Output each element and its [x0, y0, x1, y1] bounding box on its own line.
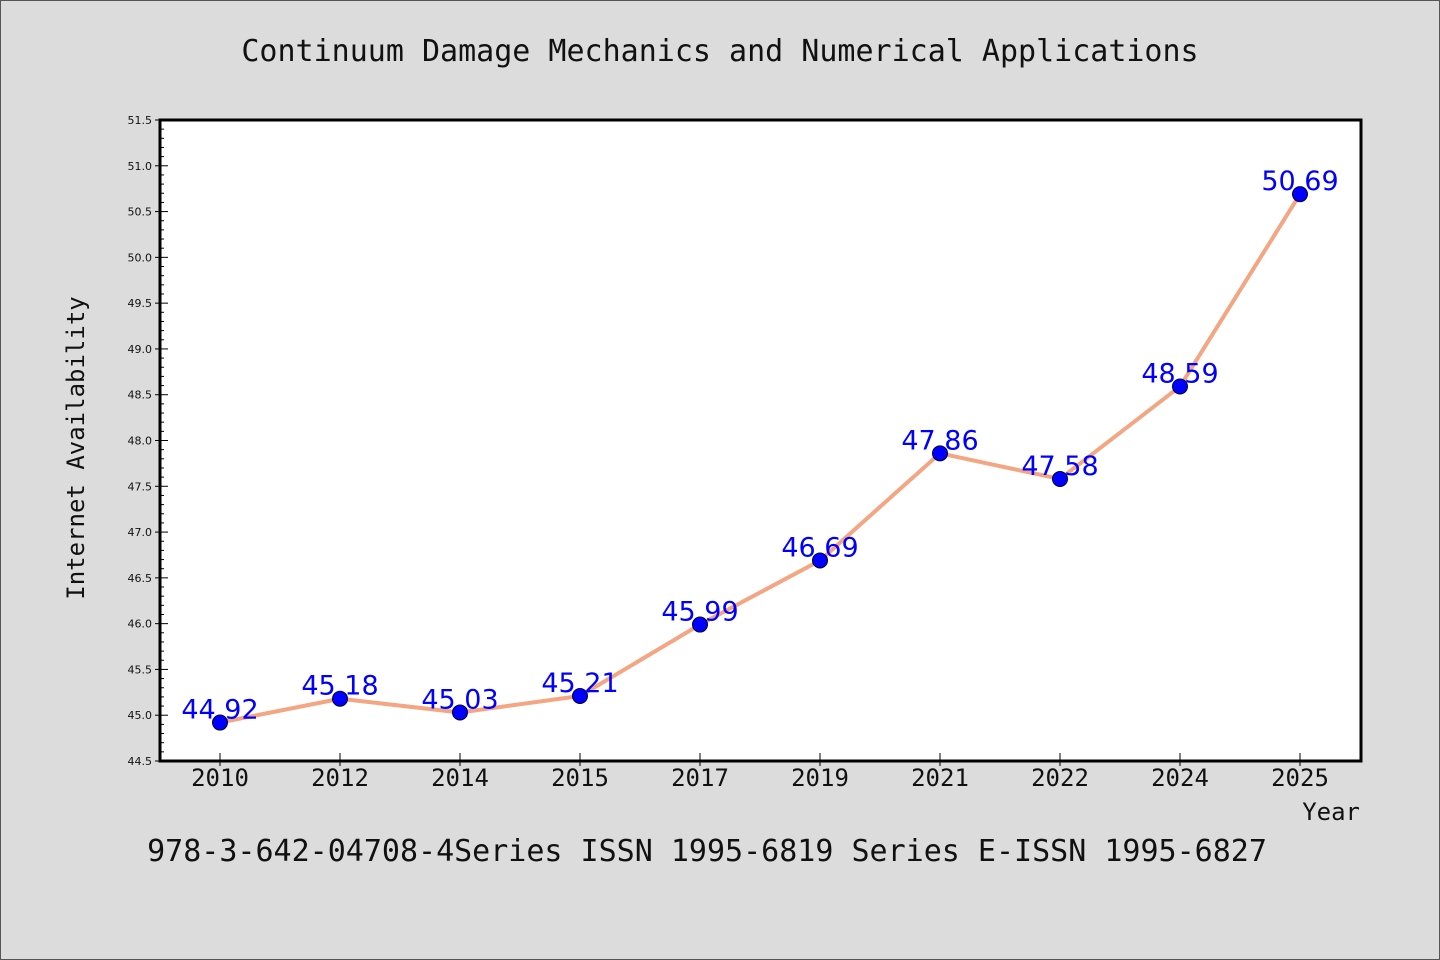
y-tick-label: 45.0 — [128, 709, 153, 722]
x-tick-label: 2025 — [1271, 764, 1329, 792]
y-tick-label: 51.0 — [128, 160, 153, 173]
x-tick-label: 2022 — [1031, 764, 1089, 792]
y-tick-label: 46.5 — [128, 572, 153, 585]
data-point-marker — [572, 687, 588, 704]
data-point-label: 47.86 — [901, 425, 978, 456]
data-point-marker — [452, 704, 468, 721]
data-point-marker — [932, 445, 948, 462]
data-point-marker — [1052, 470, 1068, 487]
y-tick-label: 48.0 — [128, 435, 153, 448]
x-axis-label: Year — [1302, 798, 1360, 826]
x-tick-label: 2015 — [551, 764, 609, 792]
data-point-label: 48.59 — [1141, 358, 1218, 389]
x-tick-label: 2019 — [791, 764, 849, 792]
y-tick-label: 49.0 — [128, 343, 153, 356]
data-point-label: 46.69 — [781, 532, 858, 563]
x-tick-label: 2021 — [911, 764, 969, 792]
x-tick-label: 2014 — [431, 764, 489, 792]
y-tick-label: 47.5 — [128, 480, 153, 493]
data-point-label: 44.92 — [181, 695, 258, 726]
y-tick-label: 44.5 — [128, 755, 153, 768]
data-point-marker — [1172, 378, 1188, 395]
data-point-label: 47.58 — [1021, 451, 1098, 482]
y-tick-label: 46.0 — [128, 618, 153, 631]
data-point-label: 45.21 — [541, 668, 618, 699]
y-tick-label: 50.0 — [128, 251, 153, 264]
x-tick-label: 2024 — [1151, 764, 1209, 792]
data-point-label: 45.99 — [661, 597, 738, 628]
x-axis-ticks: 2010 2012 2014 2015 2017 2019 2021 2022 2024 2025 — [191, 753, 1329, 792]
y-tick-label: 48.5 — [128, 389, 153, 402]
y-axis-ticks: 44.5 45.0 45.5 46.0 46.5 47.0 47.5 48.0 48.5 49.0… — [128, 114, 168, 768]
data-point-marker — [812, 552, 828, 569]
footer-text: 978-3-642-04708-4Series ISSN 1995-6819 S… — [147, 834, 1267, 869]
y-tick-label: 45.5 — [128, 663, 153, 676]
series-line — [218, 192, 1302, 725]
data-markers — [212, 186, 1308, 731]
data-labels: 44.92 45.18 45.03 45.21 45.99 46.69 47.86 47.58… — [181, 166, 1338, 725]
x-tick-label: 2010 — [191, 764, 249, 792]
y-tick-label: 51.5 — [128, 114, 153, 127]
x-tick-label: 2012 — [311, 764, 369, 792]
x-tick-label: 2017 — [671, 764, 729, 792]
y-axis-label: Internet Availability — [62, 296, 90, 599]
series-line-group — [218, 192, 1302, 725]
data-point-label: 50.69 — [1261, 166, 1338, 197]
data-point-label: 45.03 — [421, 684, 498, 715]
data-point-marker — [692, 616, 708, 633]
chart-title: Continuum Damage Mechanics and Numerical… — [241, 34, 1199, 69]
data-point-marker — [332, 690, 348, 707]
plot-area — [158, 118, 1363, 763]
data-point-marker — [212, 714, 228, 731]
data-point-marker — [1292, 186, 1308, 203]
data-point-label: 45.18 — [301, 671, 378, 702]
y-tick-label: 49.5 — [128, 297, 153, 310]
y-tick-label: 50.5 — [128, 206, 153, 219]
y-tick-label: 47.0 — [128, 526, 153, 539]
